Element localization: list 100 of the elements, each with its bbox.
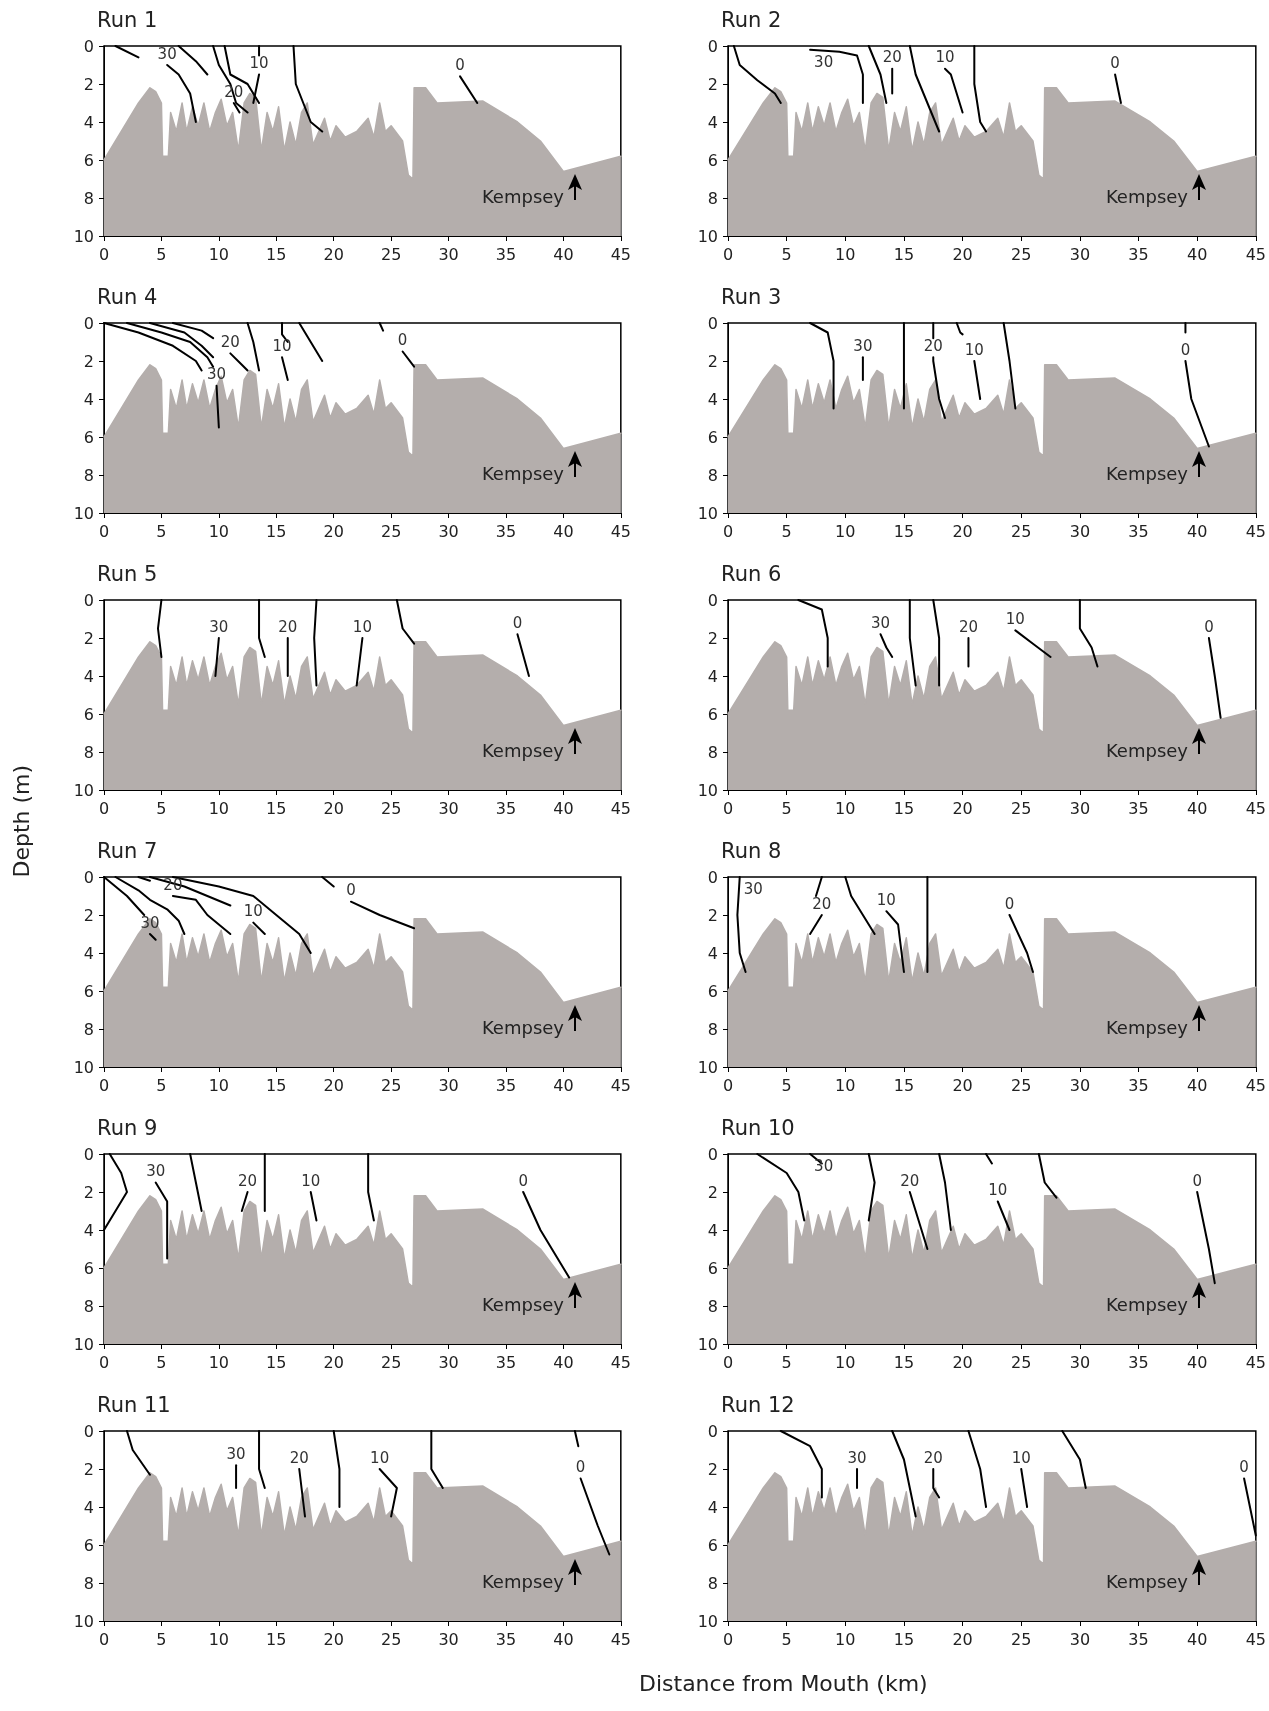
chart-title: Run 2 bbox=[721, 7, 782, 32]
y-tick-label: 10 bbox=[697, 1057, 718, 1077]
x-tick-label: 15 bbox=[266, 521, 287, 541]
x-tick-label: 5 bbox=[156, 1352, 167, 1372]
y-tick-label: 8 bbox=[83, 1573, 94, 1593]
series-label: 30 bbox=[743, 880, 763, 898]
y-tick-label: 4 bbox=[83, 112, 94, 132]
y-tick-label: 10 bbox=[697, 226, 718, 246]
series-label: 10 bbox=[249, 54, 269, 72]
x-tick-label: 5 bbox=[781, 521, 792, 541]
x-tick-label: 30 bbox=[1069, 1352, 1091, 1372]
annotation: Kempsey bbox=[481, 1017, 564, 1038]
y-tick-label: 6 bbox=[83, 704, 94, 724]
x-tick-label: 25 bbox=[1011, 1075, 1032, 1095]
annotation: Kempsey bbox=[481, 1294, 564, 1315]
x-tick-label: 0 bbox=[722, 521, 734, 541]
x-tick-label: 35 bbox=[495, 1352, 517, 1372]
y-tick-label: 4 bbox=[707, 389, 718, 409]
annotation: Kempsey bbox=[1105, 463, 1188, 484]
series-label: 0 bbox=[575, 1458, 586, 1476]
x-tick-label: 35 bbox=[1128, 798, 1149, 818]
y-tick-label: 8 bbox=[83, 1296, 94, 1316]
series-label: 30 bbox=[146, 1162, 166, 1180]
x-tick-label: 25 bbox=[1011, 1629, 1032, 1649]
x-tick-label: 35 bbox=[495, 798, 517, 818]
y-tick-label: 6 bbox=[83, 150, 94, 170]
annotation: Kempsey bbox=[481, 463, 564, 484]
series-label: 10 bbox=[935, 48, 955, 67]
series-label: 0 bbox=[1192, 1171, 1202, 1190]
series-label: 10 bbox=[876, 890, 896, 909]
x-tick-label: 10 bbox=[208, 1629, 230, 1649]
y-tick-label: 10 bbox=[73, 226, 94, 246]
y-tick-label: 6 bbox=[83, 1258, 94, 1278]
series-label: 20 bbox=[900, 1171, 920, 1190]
y-tick-label: 8 bbox=[707, 188, 718, 208]
series-label: 10 bbox=[964, 340, 984, 359]
x-tick-label: 5 bbox=[156, 1629, 167, 1649]
y-tick-label: 6 bbox=[707, 427, 718, 447]
x-tick-label: 20 bbox=[323, 798, 344, 818]
x-tick-label: 35 bbox=[495, 1075, 517, 1095]
chart-title: Run 8 bbox=[721, 838, 782, 863]
x-tick-label: 40 bbox=[553, 521, 574, 541]
x-tick-label: 45 bbox=[610, 798, 631, 818]
y-tick-label: 0 bbox=[83, 1144, 94, 1164]
x-tick-label: 35 bbox=[1128, 1352, 1149, 1372]
y-tick-label: 0 bbox=[83, 313, 94, 333]
y-tick-label: 8 bbox=[707, 1573, 718, 1593]
x-tick-label: 15 bbox=[893, 1075, 915, 1095]
chart-title: Run 1 bbox=[97, 7, 158, 32]
x-tick-label: 40 bbox=[1186, 521, 1208, 541]
x-tick-label: 20 bbox=[323, 1075, 344, 1095]
x-tick-label: 15 bbox=[266, 1629, 287, 1649]
chart-title: Run 10 bbox=[721, 1115, 795, 1140]
x-tick-label: 10 bbox=[208, 244, 230, 264]
x-tick-label: 45 bbox=[1245, 798, 1266, 818]
x-tick-label: 25 bbox=[380, 521, 402, 541]
x-tick-label: 15 bbox=[266, 1075, 287, 1095]
x-tick-label: 0 bbox=[722, 1075, 734, 1095]
y-tick-label: 6 bbox=[707, 1535, 718, 1555]
y-tick-label: 4 bbox=[83, 389, 94, 409]
series-label: 0 bbox=[1110, 54, 1120, 72]
x-tick-label: 35 bbox=[1128, 244, 1149, 264]
x-tick-label: 0 bbox=[98, 244, 110, 264]
x-tick-label: 0 bbox=[722, 1352, 734, 1372]
x-tick-label: 45 bbox=[1245, 1352, 1266, 1372]
y-tick-label: 8 bbox=[83, 1019, 94, 1039]
y-tick-label: 8 bbox=[707, 1019, 718, 1039]
annotation: Kempsey bbox=[481, 186, 564, 207]
x-tick-label: 40 bbox=[1186, 798, 1208, 818]
x-tick-label: 10 bbox=[835, 798, 856, 818]
series-label: 0 bbox=[1239, 1458, 1249, 1476]
x-tick-label: 40 bbox=[1186, 1075, 1208, 1095]
chart-title: Run 3 bbox=[721, 284, 782, 309]
x-tick-label: 5 bbox=[156, 1075, 167, 1095]
x-tick-label: 20 bbox=[952, 244, 973, 264]
x-tick-label: 25 bbox=[380, 1075, 402, 1095]
series-label: 10 bbox=[1011, 1448, 1031, 1467]
chart-title: Run 12 bbox=[721, 1392, 795, 1417]
x-tick-label: 25 bbox=[1011, 798, 1032, 818]
y-axis-title: Depth (m) bbox=[8, 764, 34, 878]
series-label: 20 bbox=[289, 1448, 309, 1467]
series-label: 30 bbox=[853, 336, 873, 355]
series-label: 10 bbox=[301, 1171, 321, 1190]
x-tick-label: 20 bbox=[323, 244, 344, 264]
x-tick-label: 25 bbox=[1011, 521, 1032, 541]
y-tick-label: 2 bbox=[83, 1459, 94, 1479]
series-label: 10 bbox=[243, 902, 263, 921]
x-tick-label: 45 bbox=[610, 521, 631, 541]
x-tick-label: 30 bbox=[438, 798, 459, 818]
x-tick-label: 10 bbox=[835, 521, 856, 541]
y-tick-label: 0 bbox=[83, 1421, 94, 1441]
x-tick-label: 35 bbox=[495, 1629, 517, 1649]
y-tick-label: 0 bbox=[83, 590, 94, 610]
annotation: Kempsey bbox=[1105, 1294, 1188, 1315]
x-tick-label: 5 bbox=[781, 798, 792, 818]
x-tick-label: 0 bbox=[98, 1629, 110, 1649]
x-tick-label: 40 bbox=[1186, 244, 1208, 264]
series-label: 20 bbox=[220, 332, 240, 351]
x-tick-label: 5 bbox=[156, 244, 167, 264]
series-label: 10 bbox=[370, 1448, 390, 1467]
